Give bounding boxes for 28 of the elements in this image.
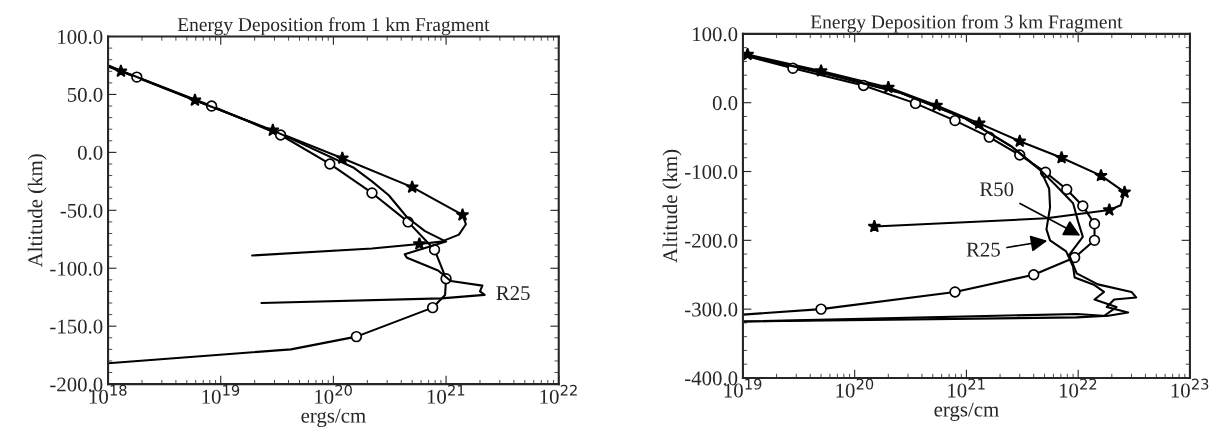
- annotation: R25: [966, 242, 1000, 257]
- y-tick-label: 100.0: [58, 29, 103, 45]
- x-tick-label: 10$^{21}$: [427, 384, 465, 404]
- y-tick-label: -100.0: [50, 261, 103, 276]
- y-tick-label: -50.0: [60, 203, 103, 218]
- x-tick-label: 10$^{22}$: [540, 384, 577, 404]
- x-tick-label: 10$^{20}$: [836, 378, 874, 398]
- chart-title: Energy Deposition from 1 km Fragment: [177, 17, 490, 36]
- annotation: R50: [979, 182, 1014, 197]
- y-axis-title: Altitude (km): [27, 154, 47, 268]
- annotation: R25: [496, 286, 530, 301]
- x-axis-title: ergs/cm: [301, 408, 366, 428]
- x-tick-label: 10$^{21}$: [948, 378, 985, 398]
- x-axis-title: ergs/cm: [934, 402, 999, 421]
- x-tick-label: 10$^{19}$: [202, 384, 240, 404]
- y-tick-label: 0.0: [712, 96, 738, 111]
- y-tick-label: 50.0: [67, 87, 103, 102]
- x-tick-label: 10$^{20}$: [315, 384, 352, 404]
- x-tick-label: 10$^{22}$: [1059, 378, 1097, 398]
- y-axis-title: Altitude (km): [662, 149, 682, 263]
- x-tick-label: 10$^{23}$: [1171, 378, 1209, 398]
- y-tick-label: -150.0: [50, 319, 103, 334]
- chart-title: Energy Deposition from 3 km Fragment: [810, 14, 1123, 33]
- y-tick-label: 0.0: [77, 145, 103, 160]
- y-tick-label: 100.0: [693, 27, 738, 42]
- y-tick-label: -300.0: [685, 302, 738, 317]
- y-tick-label: -200.0: [685, 233, 738, 248]
- y-tick-label: -100.0: [685, 164, 738, 180]
